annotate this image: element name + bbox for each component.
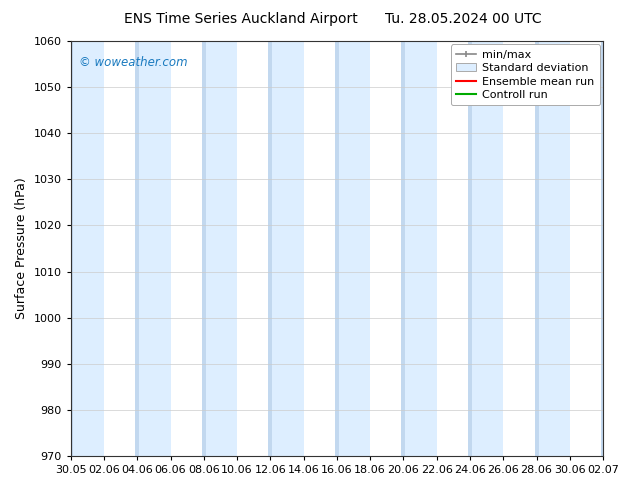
Bar [536, 41, 570, 456]
Bar [202, 41, 206, 456]
Bar [335, 41, 339, 456]
Bar [470, 41, 503, 456]
Text: Tu. 28.05.2024 00 UTC: Tu. 28.05.2024 00 UTC [384, 12, 541, 26]
Text: © woweather.com: © woweather.com [79, 55, 187, 69]
Bar [137, 41, 171, 456]
Bar [268, 41, 273, 456]
Bar [135, 41, 139, 456]
Bar [401, 41, 405, 456]
Y-axis label: Surface Pressure (hPa): Surface Pressure (hPa) [15, 178, 28, 319]
Bar [204, 41, 237, 456]
Bar [68, 41, 73, 456]
Bar [71, 41, 104, 456]
Bar [601, 41, 605, 456]
Bar [270, 41, 304, 456]
Legend: min/max, Standard deviation, Ensemble mean run, Controll run: min/max, Standard deviation, Ensemble me… [451, 45, 600, 105]
Bar [534, 41, 538, 456]
Text: ENS Time Series Auckland Airport: ENS Time Series Auckland Airport [124, 12, 358, 26]
Bar [468, 41, 472, 456]
Bar [403, 41, 437, 456]
Bar [337, 41, 370, 456]
